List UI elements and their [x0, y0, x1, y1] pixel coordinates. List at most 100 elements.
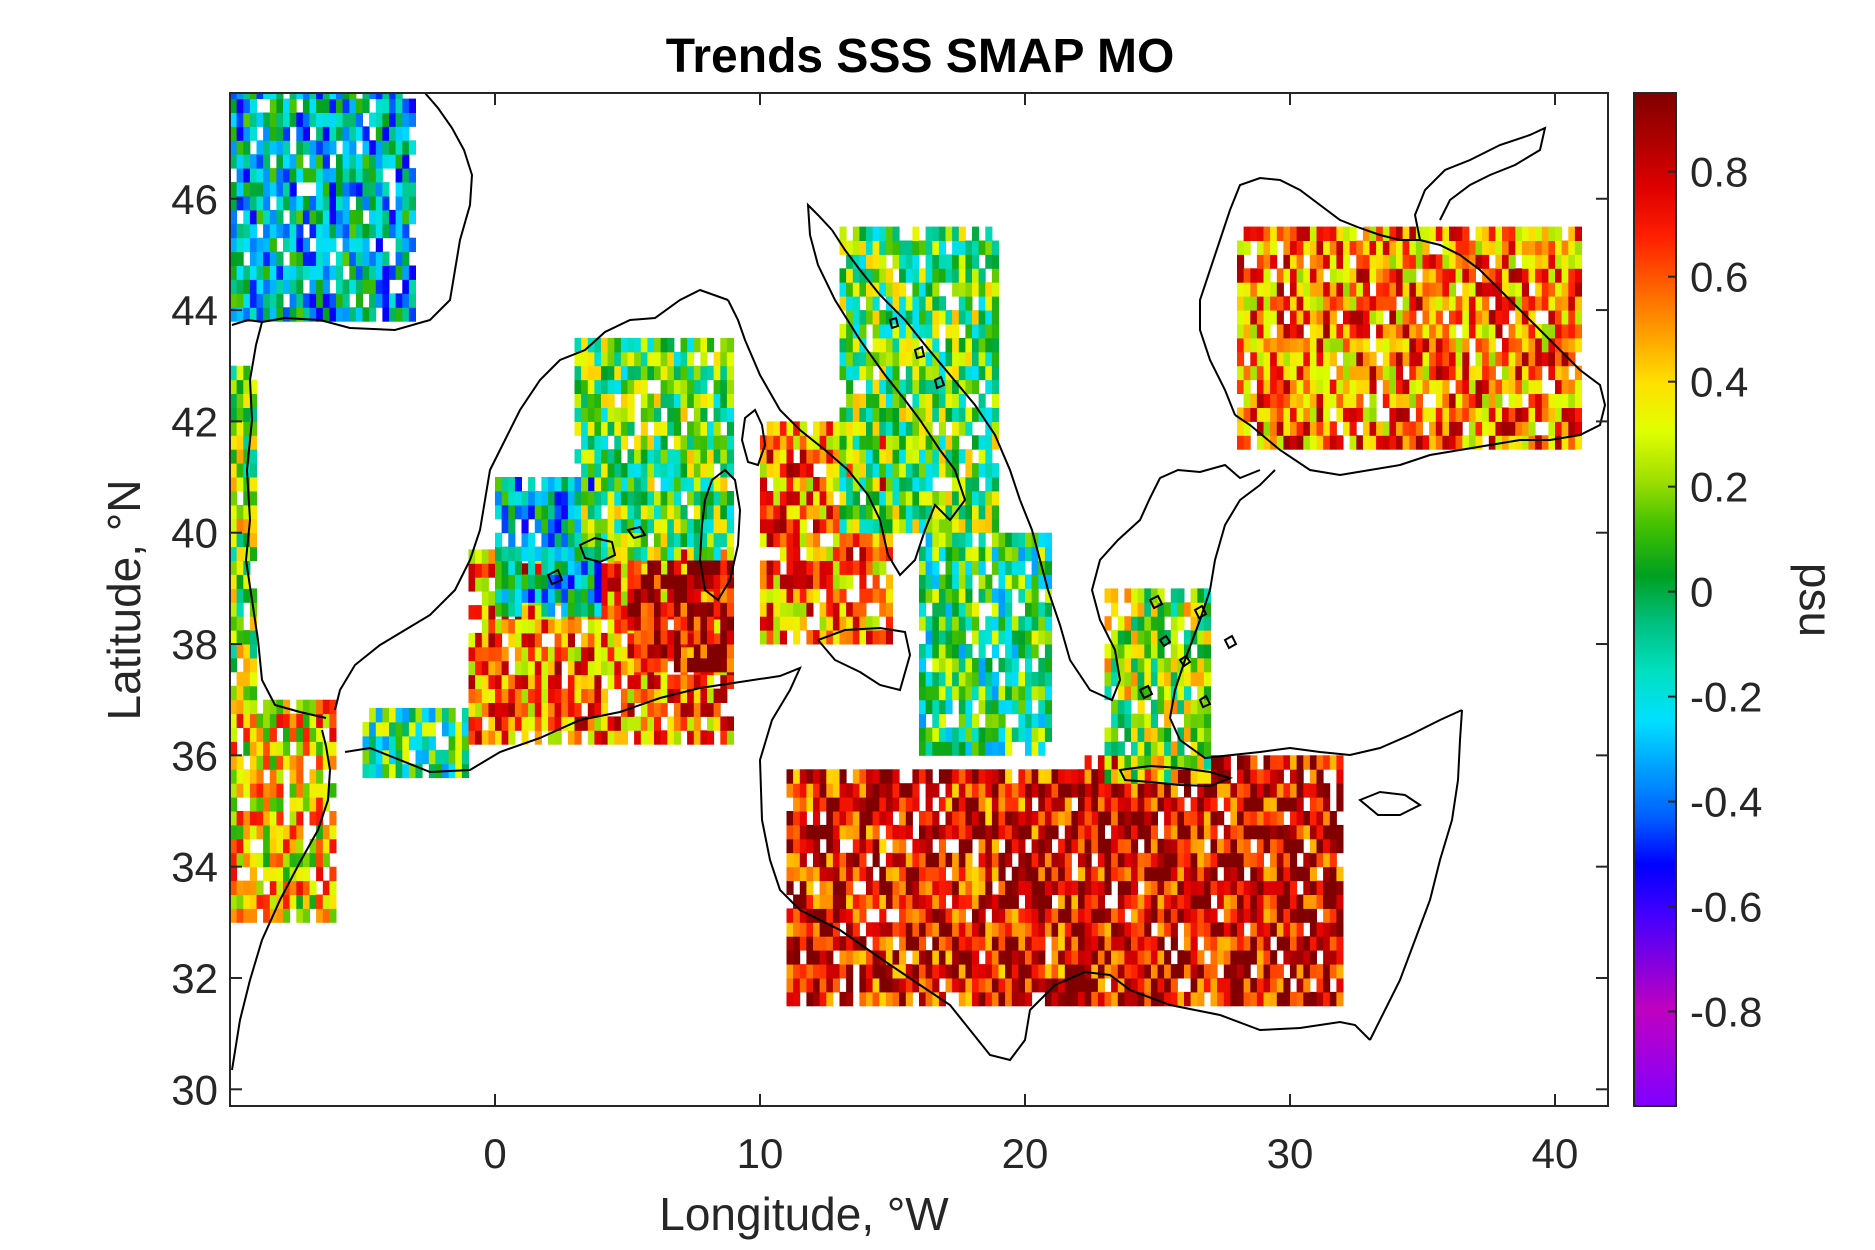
heatmap-cell [521, 730, 529, 745]
heatmap-cell [534, 702, 542, 717]
heatmap-cell [256, 168, 264, 183]
heatmap-cell [998, 630, 1006, 645]
heatmap-cell [269, 265, 277, 280]
heatmap-cell [700, 393, 708, 408]
heatmap-cell [693, 504, 701, 520]
heatmap-cell [402, 209, 410, 225]
heatmap-cell [720, 688, 728, 703]
heatmap-cell [1382, 379, 1390, 394]
heatmap-cell [952, 671, 960, 687]
heatmap-cell [1164, 991, 1172, 1007]
heatmap-cell [879, 978, 887, 993]
heatmap-cell [958, 838, 966, 854]
heatmap-cell [1316, 991, 1324, 1007]
heatmap-cell [1336, 296, 1344, 311]
heatmap-cell [1124, 657, 1132, 673]
heatmap-cell [1243, 310, 1251, 325]
heatmap-cell [276, 196, 284, 211]
heatmap-cell [1376, 324, 1384, 339]
heatmap-cell [269, 727, 277, 742]
heatmap-cell [859, 310, 867, 325]
heatmap-cell [1455, 351, 1463, 367]
heatmap-cell [1462, 324, 1470, 339]
heatmap-cell [395, 763, 403, 779]
heatmap-cell [594, 337, 602, 353]
heatmap-cell [766, 504, 774, 520]
heatmap-cell [541, 688, 549, 703]
heatmap-cell [713, 365, 721, 381]
heatmap-cell [382, 98, 390, 113]
heatmap-cell [276, 755, 284, 770]
heatmap-cell [289, 112, 297, 127]
heatmap-cell [885, 491, 893, 506]
heatmap-cell [1111, 769, 1119, 784]
heatmap-cell [1078, 811, 1086, 826]
heatmap-cell [799, 560, 807, 575]
heatmap-cell [660, 616, 668, 631]
heatmap-cell [1203, 824, 1211, 840]
heatmap-cell [932, 560, 940, 575]
heatmap-cell [1064, 950, 1072, 965]
heatmap-cell [859, 894, 867, 909]
heatmap-cell [296, 126, 304, 141]
heatmap-cell [1071, 880, 1079, 895]
heatmap-cell [322, 223, 330, 239]
heatmap-cell [1177, 685, 1185, 701]
heatmap-cell [1084, 908, 1092, 923]
heatmap-cell [1422, 324, 1430, 339]
heatmap-cell [488, 549, 496, 564]
heatmap-cell [945, 254, 953, 269]
heatmap-cell [938, 727, 946, 742]
heatmap-cell [587, 588, 595, 603]
heatmap-cell [375, 237, 383, 253]
heatmap-cell [985, 713, 993, 728]
heatmap-cell [726, 532, 734, 548]
heatmap-cell [1038, 824, 1046, 840]
heatmap-cell [1104, 950, 1112, 965]
heatmap-cell [859, 630, 867, 645]
heatmap-cell [276, 769, 284, 784]
heatmap-cell [1290, 797, 1298, 812]
heatmap-cell [495, 688, 503, 703]
heatmap-cell [249, 209, 257, 225]
heatmap-cell [1276, 852, 1284, 868]
heatmap-cell [243, 630, 251, 645]
heatmap-cell [859, 546, 867, 561]
heatmap-cell [972, 310, 980, 325]
heatmap-cell [1429, 254, 1437, 269]
heatmap-cell [846, 950, 854, 965]
heatmap-cell [938, 630, 946, 645]
heatmap-cell [1091, 769, 1099, 784]
heatmap-cell [375, 140, 383, 155]
heatmap-cell [885, 407, 893, 422]
heatmap-cell [369, 154, 377, 169]
heatmap-cell [395, 154, 403, 169]
heatmap-cell [362, 722, 370, 737]
heatmap-cell [793, 421, 801, 436]
heatmap-cell [289, 154, 297, 169]
heatmap-cell [249, 379, 257, 394]
heatmap-cell [938, 699, 946, 715]
heatmap-cell [369, 279, 377, 294]
heatmap-cell [1203, 880, 1211, 895]
heatmap-cell [395, 251, 403, 266]
heatmap-cell [713, 644, 721, 659]
heatmap-cell [614, 518, 622, 534]
heatmap-cell [693, 337, 701, 353]
heatmap-cell [495, 546, 503, 561]
heatmap-cell [1230, 811, 1238, 826]
heatmap-cell [872, 421, 880, 436]
heatmap-cell [1250, 351, 1258, 367]
heatmap-cell [408, 196, 416, 211]
heatmap-cell [1270, 351, 1278, 367]
heatmap-cell [998, 811, 1006, 826]
heatmap-cell [230, 811, 238, 826]
heatmap-cell [813, 532, 821, 548]
heatmap-cell [1435, 421, 1443, 436]
heatmap-cell [614, 532, 622, 548]
heatmap-cell [1303, 337, 1311, 353]
heatmap-cell [985, 950, 993, 965]
heatmap-cell [375, 196, 383, 211]
heatmap-cell [991, 421, 999, 436]
heatmap-cell [263, 307, 271, 322]
